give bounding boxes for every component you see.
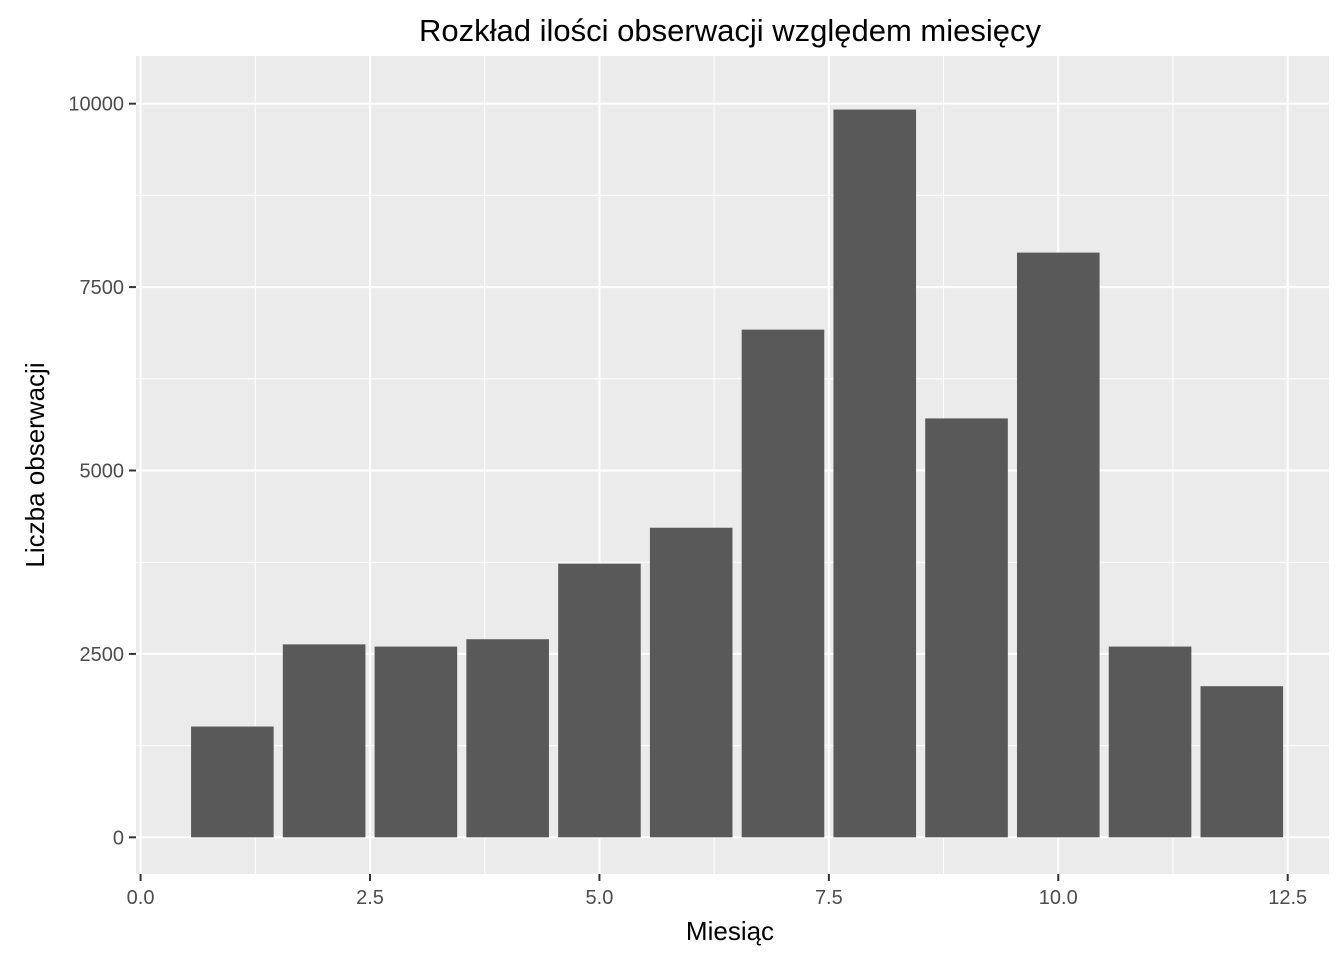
- bar-month-6: [649, 527, 733, 838]
- bar-month-5: [558, 563, 641, 838]
- bar-month-2: [282, 644, 366, 838]
- bar-month-1: [191, 726, 274, 838]
- x-tick-label: 10.0: [1039, 887, 1078, 909]
- bar-month-4: [466, 639, 549, 838]
- bar-month-7: [741, 329, 825, 838]
- x-tick-label: 2.5: [356, 887, 384, 909]
- x-axis: 0.0 2.5 5.0 7.5 10.0 12.5: [127, 874, 1307, 909]
- x-tick-label: 5.0: [586, 887, 614, 909]
- x-tick-label: 7.5: [815, 887, 843, 909]
- y-tick-label: 5000: [80, 461, 125, 483]
- bar-month-10: [1016, 252, 1100, 838]
- y-tick-label: 0: [113, 827, 124, 849]
- bar-month-11: [1108, 646, 1192, 838]
- x-tick-label: 12.5: [1268, 887, 1307, 909]
- x-tick-label: 0.0: [127, 887, 155, 909]
- y-axis: 0 2500 5000 7500 10000: [68, 94, 136, 849]
- bar-month-3: [374, 646, 458, 838]
- y-tick-label: 2500: [80, 644, 125, 666]
- y-tick-label: 10000: [68, 94, 124, 116]
- x-axis-title: Miesiąc: [686, 916, 774, 946]
- y-axis-title: Liczba obserwacji: [20, 362, 50, 567]
- bars: [191, 109, 1284, 838]
- bar-month-9: [925, 418, 1008, 838]
- bar-month-12: [1200, 686, 1284, 838]
- y-tick-label: 7500: [80, 277, 125, 299]
- chart-title: Rozkład ilości obserwacji względem miesi…: [419, 13, 1041, 48]
- bar-month-8: [833, 109, 917, 838]
